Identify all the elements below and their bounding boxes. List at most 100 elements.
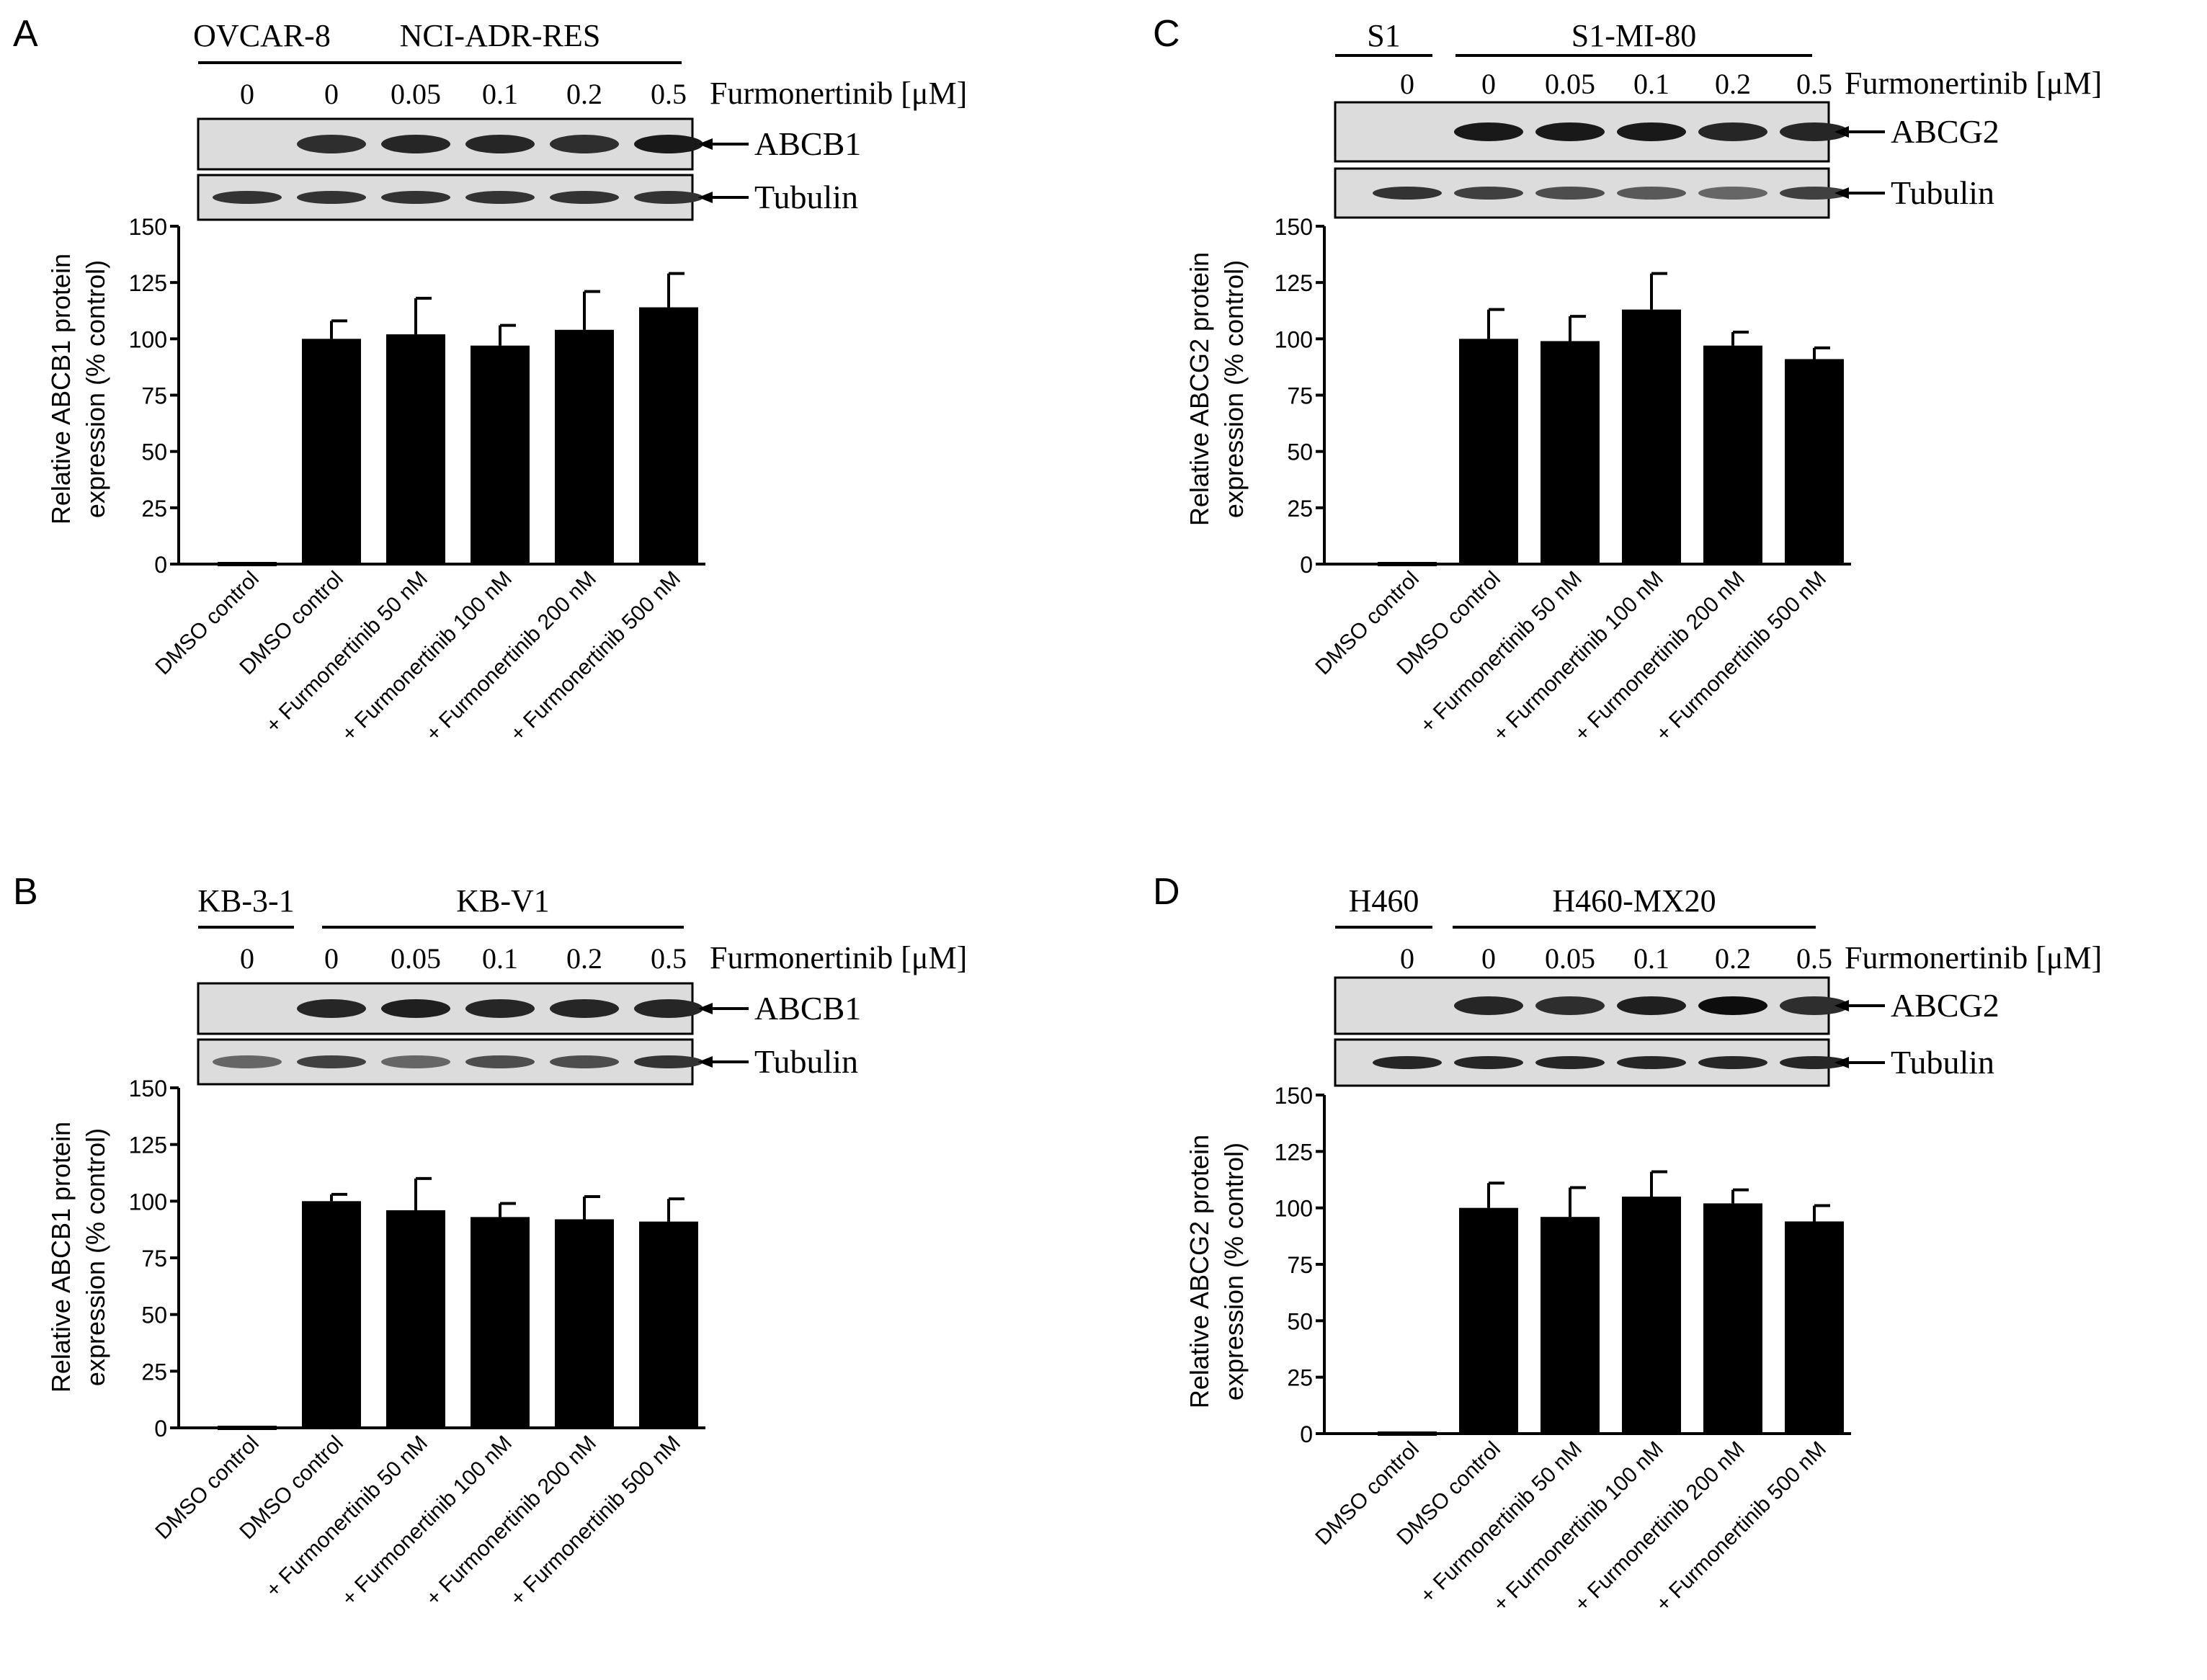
category-label: + Furmonertinib 50 nM <box>1416 1437 1587 1608</box>
bar <box>1703 345 1762 564</box>
category-label: + Furmonertinib 200 nM <box>422 1431 601 1611</box>
bar <box>1785 1221 1844 1434</box>
bar <box>302 1201 361 1428</box>
y-tick-label: 0 <box>154 552 167 578</box>
target-band <box>297 999 366 1018</box>
bar <box>639 1221 698 1428</box>
bar <box>639 307 698 564</box>
band-label: Tubulin <box>754 179 858 215</box>
y-tick-label: 50 <box>141 439 167 465</box>
tubulin-band <box>297 191 366 204</box>
bar <box>471 345 530 564</box>
panel-letter: D <box>1153 871 1180 913</box>
concentration-label: 0.05 <box>391 78 441 110</box>
tubulin-band <box>465 191 535 204</box>
target-band <box>381 999 450 1018</box>
y-tick-label: 25 <box>1287 1365 1313 1391</box>
parental-cell-label: KB-3-1 <box>197 883 294 919</box>
concentration-label: 0.1 <box>1633 68 1669 100</box>
y-tick-label: 50 <box>1287 439 1313 465</box>
concentration-label: 0.2 <box>566 942 602 975</box>
band-label: ABCB1 <box>754 125 861 162</box>
band-label: ABCB1 <box>754 990 861 1027</box>
tubulin-band <box>634 1055 703 1068</box>
y-tick-label: 0 <box>1300 1421 1313 1447</box>
concentration-label: 0.5 <box>651 78 687 110</box>
tubulin-band <box>465 1055 535 1068</box>
y-tick-label: 75 <box>141 1246 167 1272</box>
parental-cell-label: H460 <box>1349 883 1419 919</box>
panel-b: B KB-3-1 KB-V1 0 0 0.05 0.1 0.2 0.5 Furmonertinib… <box>13 871 967 1611</box>
y-tick-label: 150 <box>1275 214 1313 240</box>
y-axis-label: Relative ABCB1 protein <box>46 254 76 524</box>
target-band <box>1454 996 1523 1015</box>
tubulin-band <box>1698 1056 1767 1069</box>
target-band <box>1698 996 1767 1015</box>
concentration-label: 0.2 <box>1715 68 1751 100</box>
bar <box>1622 309 1681 564</box>
arrow-head <box>1834 187 1849 199</box>
target-band <box>1698 122 1767 141</box>
category-label: + Furmonertinib 100 nM <box>1489 1437 1668 1617</box>
tubulin-band <box>1373 187 1442 200</box>
category-label: + Furmonertinib 50 nM <box>262 567 432 738</box>
tubulin-band <box>1454 187 1523 200</box>
y-tick-label: 25 <box>141 496 167 522</box>
y-axis-label: expression (% control) <box>81 1128 110 1386</box>
resistant-cell-label: KB-V1 <box>456 883 550 919</box>
tubulin-band <box>550 1055 619 1068</box>
tubulin-band <box>550 191 619 204</box>
target-band <box>1535 996 1605 1015</box>
category-label: + Furmonertinib 200 nM <box>1570 1437 1749 1617</box>
concentration-label: 0 <box>324 78 339 110</box>
tubulin-band <box>1780 1056 1849 1069</box>
y-axis-label: Relative ABCG2 protein <box>1185 252 1214 526</box>
concentration-label: 0.2 <box>1715 942 1751 975</box>
category-label: + Furmonertinib 500 nM <box>506 1431 685 1611</box>
bar <box>1622 1197 1681 1434</box>
arrow-head <box>1834 1057 1849 1068</box>
target-band <box>297 135 366 153</box>
concentration-label: 0.5 <box>1796 942 1832 975</box>
target-band <box>1617 996 1686 1015</box>
concentration-label: 0 <box>1481 942 1496 975</box>
concentration-label: 0 <box>240 942 254 975</box>
tubulin-band <box>1617 1056 1686 1069</box>
y-tick-label: 100 <box>1275 326 1313 352</box>
band-label: ABCG2 <box>1891 987 1999 1024</box>
y-tick-label: 75 <box>1287 1252 1313 1278</box>
concentration-label: 0.1 <box>482 78 518 110</box>
target-band <box>634 999 703 1018</box>
category-label: + Furmonertinib 100 nM <box>337 1431 517 1611</box>
tubulin-band <box>381 1055 450 1068</box>
bar <box>1459 1207 1518 1434</box>
y-tick-label: 50 <box>1287 1308 1313 1334</box>
tubulin-band <box>1535 187 1605 200</box>
category-label: + Furmonertinib 500 nM <box>506 567 685 746</box>
arrow-head <box>1834 1000 1849 1011</box>
panel-letter: C <box>1153 13 1180 55</box>
bar <box>471 1217 530 1428</box>
y-tick-label: 150 <box>129 214 167 240</box>
concentration-label: 0.05 <box>1545 942 1595 975</box>
y-tick-label: 75 <box>1287 383 1313 409</box>
y-axis-label: expression (% control) <box>1219 260 1249 518</box>
panel-letter: A <box>13 13 38 55</box>
concentration-label: 0.5 <box>651 942 687 975</box>
band-label: Tubulin <box>754 1043 858 1080</box>
category-label: + Furmonertinib 200 nM <box>422 567 601 746</box>
category-label: + Furmonertinib 100 nM <box>337 567 517 746</box>
target-band <box>1454 122 1523 141</box>
y-tick-label: 150 <box>1275 1083 1313 1109</box>
panel-d: D H460 H460-MX20 0 0 0.05 0.1 0.2 0.5 Furmonertin… <box>1153 871 2102 1617</box>
concentration-label: 0.2 <box>566 78 602 110</box>
target-band <box>550 135 619 153</box>
bar <box>1703 1203 1762 1434</box>
tubulin-band <box>634 191 703 204</box>
bar <box>1541 341 1600 564</box>
y-tick-label: 100 <box>129 1189 167 1215</box>
target-band <box>381 135 450 153</box>
y-tick-label: 25 <box>141 1359 167 1385</box>
y-tick-label: 100 <box>1275 1196 1313 1222</box>
y-tick-label: 0 <box>1300 552 1313 578</box>
